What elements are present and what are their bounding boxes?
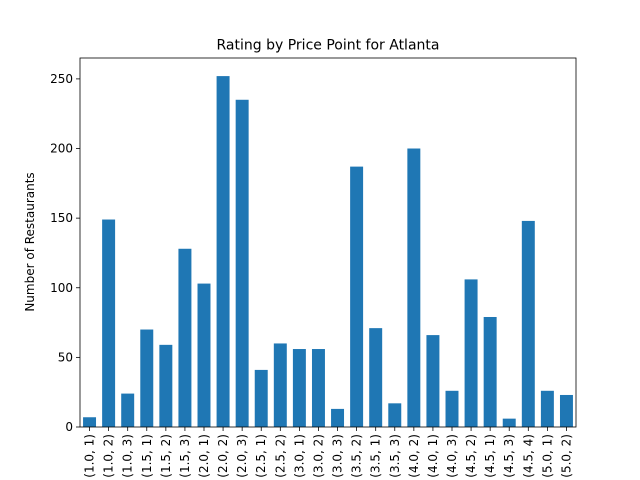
chart-title: Rating by Price Point for Atlanta (217, 38, 440, 54)
bar (102, 219, 116, 427)
bar (445, 390, 459, 427)
x-tick-label: (4.5, 4) (521, 434, 535, 478)
x-tick-label: (1.0, 2) (102, 434, 116, 478)
x-tick-label: (1.0, 1) (83, 434, 97, 478)
bar (540, 390, 554, 427)
bar (388, 403, 402, 427)
bar (216, 76, 230, 428)
x-tick-label: (2.0, 1) (197, 434, 211, 478)
x-tick-label: (4.0, 2) (407, 434, 421, 478)
x-tick-label: (2.0, 3) (235, 434, 249, 478)
y-tick-label: 100 (50, 281, 73, 295)
bar (83, 417, 97, 427)
bar (178, 248, 192, 427)
y-tick-label: 250 (50, 72, 73, 86)
y-tick-label: 50 (58, 350, 73, 364)
bar (350, 166, 364, 427)
bar (559, 394, 573, 427)
bar (407, 148, 421, 427)
x-tick-label: (5.0, 2) (559, 434, 573, 478)
bar (311, 349, 325, 427)
bar (292, 349, 306, 427)
bar (140, 329, 154, 427)
x-tick-label: (3.0, 3) (331, 434, 345, 478)
bar (197, 283, 211, 427)
x-tick-label: (1.5, 2) (159, 434, 173, 478)
x-tick-label: (4.5, 3) (502, 434, 516, 478)
axes-frame (79, 57, 577, 428)
bar (331, 408, 345, 427)
bar (483, 316, 497, 427)
bar (369, 328, 383, 427)
x-tick-label: (2.0, 2) (216, 434, 230, 478)
bar (159, 344, 173, 427)
bar (464, 279, 478, 427)
bar (254, 369, 268, 427)
x-tick-label: (4.0, 3) (445, 434, 459, 478)
x-tick-label: (1.5, 3) (178, 434, 192, 478)
x-tick-label: (4.5, 1) (483, 434, 497, 478)
y-tick-label: 0 (65, 420, 73, 434)
bar (121, 393, 135, 427)
y-tick-label: 150 (50, 211, 73, 225)
x-tick-label: (3.5, 2) (350, 434, 364, 478)
x-tick-label: (1.0, 3) (121, 434, 135, 478)
plot-area: 0 50 100 150 200 250 (1.0, 1) (1.0, 2) (1.0, 3) (… (50, 57, 577, 478)
bar (426, 335, 440, 427)
bar (273, 343, 287, 427)
bar (521, 220, 535, 427)
y-axis-label: Number of Restaurants (23, 172, 37, 311)
bar (502, 418, 516, 427)
bar (235, 99, 249, 427)
y-tick-label: 200 (50, 142, 73, 156)
x-tick-label: (1.5, 1) (140, 434, 154, 478)
x-tick-label: (2.5, 2) (273, 434, 287, 478)
x-tick-label: (3.0, 2) (311, 434, 325, 478)
x-tick-label: (3.0, 1) (292, 434, 306, 478)
x-tick-label: (4.5, 2) (464, 434, 478, 478)
x-tick-label: (4.0, 1) (426, 434, 440, 478)
x-tick-label: (5.0, 1) (540, 434, 554, 478)
x-tick-label: (2.5, 1) (254, 434, 268, 478)
x-tick-label: (3.5, 1) (369, 434, 383, 478)
x-tick-label: (3.5, 3) (388, 434, 402, 478)
